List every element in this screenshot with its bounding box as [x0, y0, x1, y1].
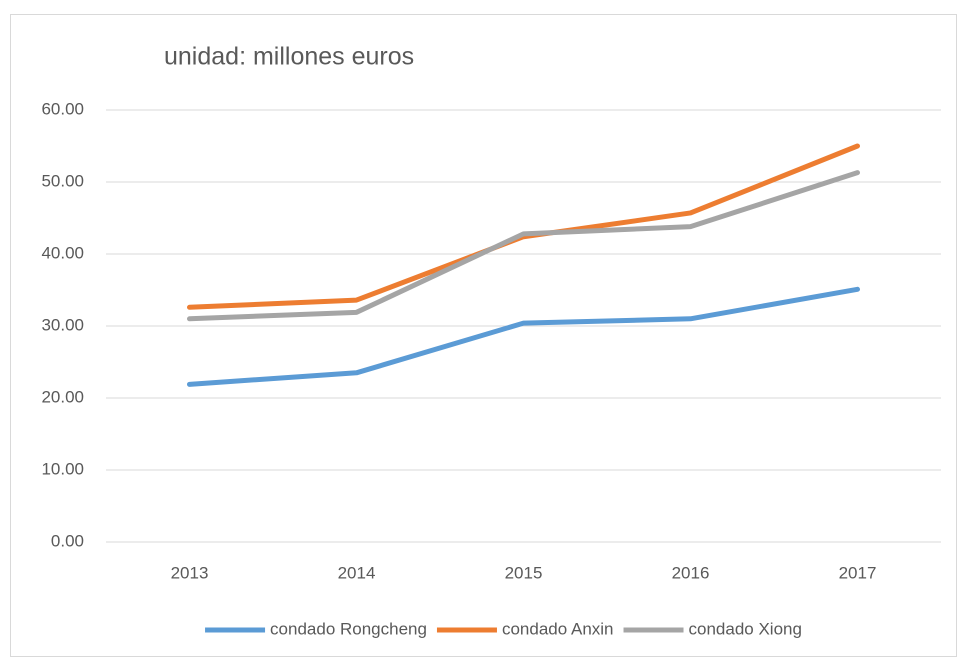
- legend-label: condado Anxin: [502, 619, 614, 638]
- y-tick-label: 30.00: [41, 315, 84, 334]
- y-tick-label: 40.00: [41, 243, 84, 262]
- y-tick-label: 0.00: [51, 531, 84, 550]
- y-tick-label: 60.00: [41, 99, 84, 118]
- legend-label: condado Xiong: [689, 619, 802, 638]
- x-tick-label: 2017: [839, 563, 877, 582]
- series-line: [187, 143, 860, 310]
- y-tick-label: 50.00: [41, 171, 84, 190]
- series-line: [187, 170, 860, 322]
- x-tick-label: 2016: [672, 563, 710, 582]
- x-tick-label: 2014: [338, 563, 376, 582]
- y-tick-label: 20.00: [41, 387, 84, 406]
- legend-label: condado Rongcheng: [270, 619, 427, 638]
- chart-title: unidad: millones euros: [164, 43, 414, 71]
- series-line: [187, 286, 860, 387]
- x-tick-label: 2015: [505, 563, 543, 582]
- x-tick-label: 2013: [171, 563, 209, 582]
- y-tick-label: 10.00: [41, 459, 84, 478]
